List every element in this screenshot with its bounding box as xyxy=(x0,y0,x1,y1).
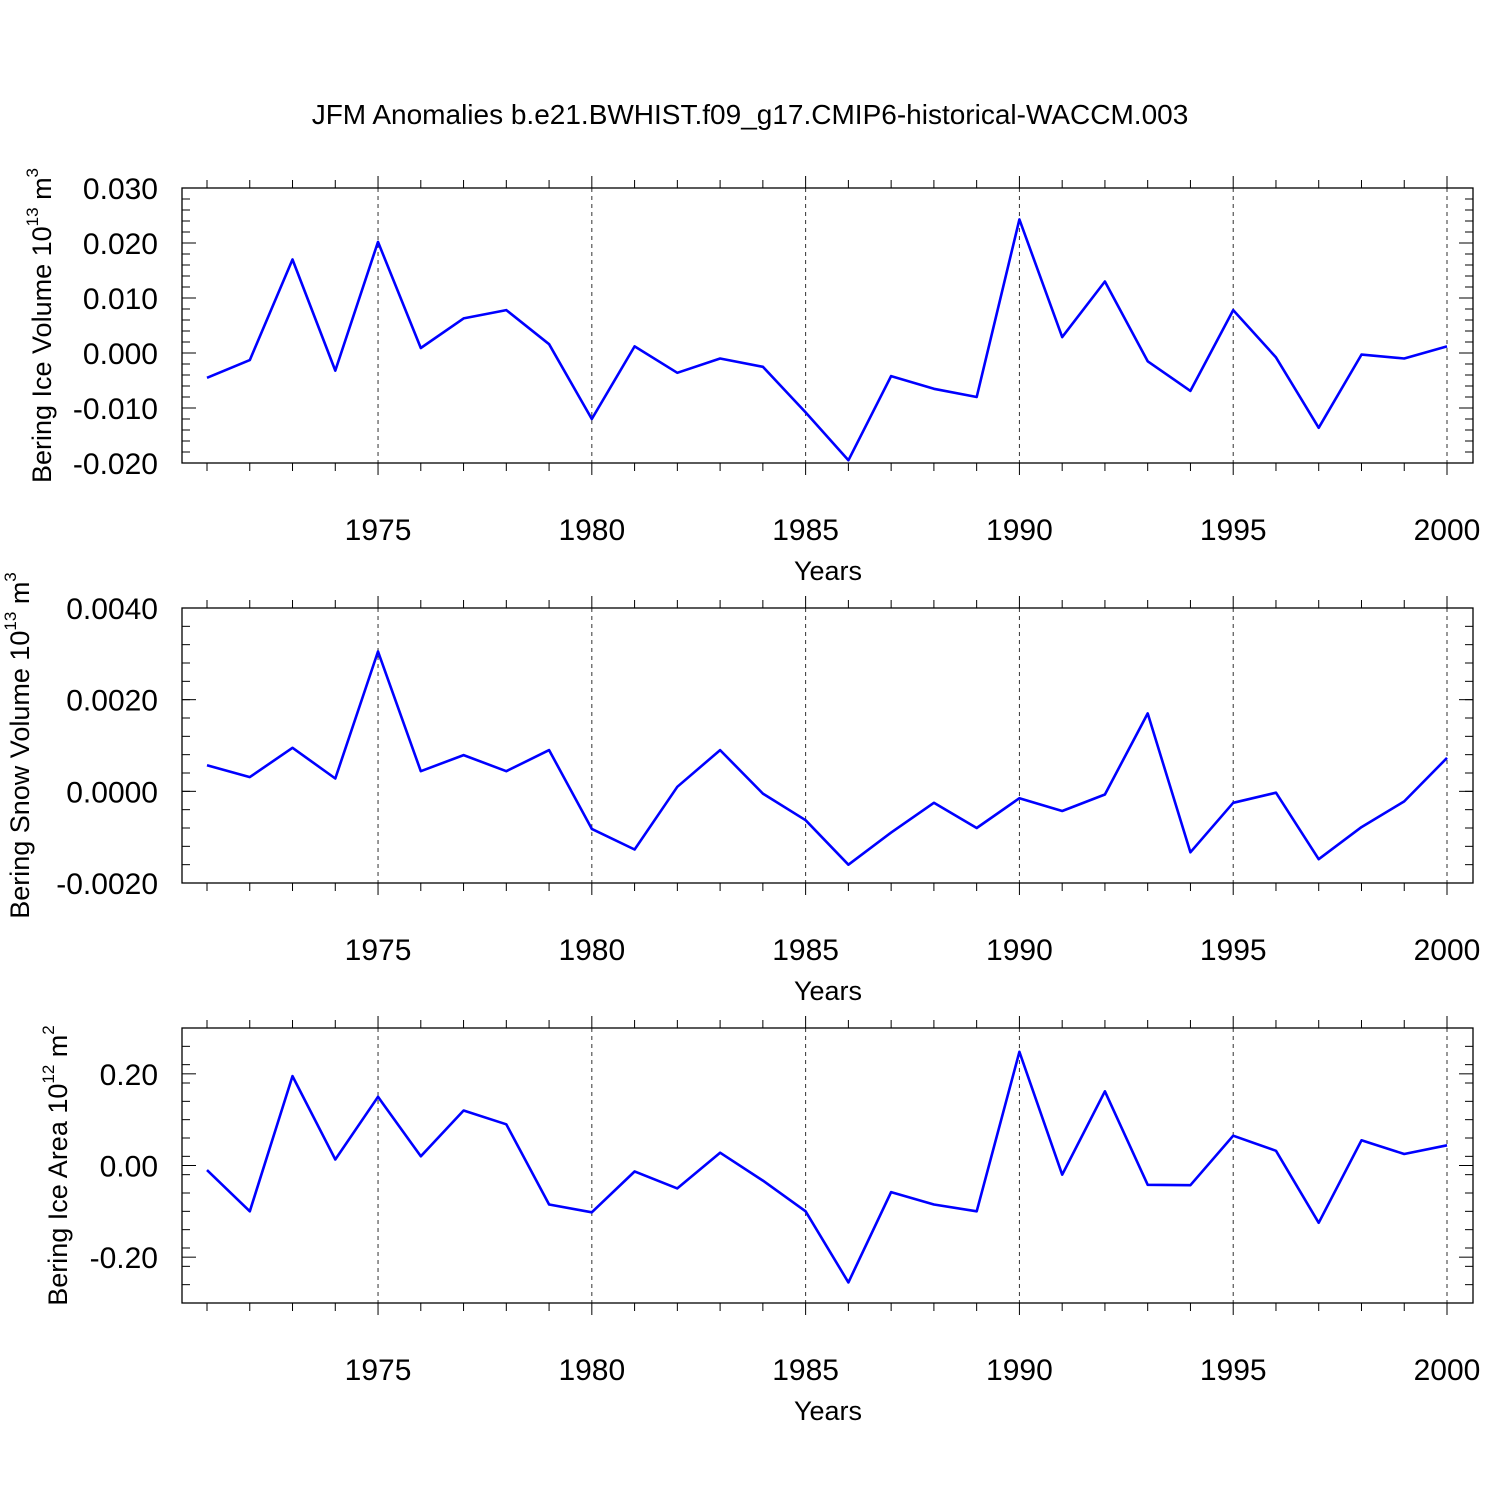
y-tick-label: 0.000 xyxy=(83,338,158,371)
y-tick-label: 0.0020 xyxy=(66,685,158,718)
plot-frame xyxy=(181,187,1474,464)
y-tick-label: 0.00 xyxy=(100,1151,158,1184)
y-tick-label: -0.010 xyxy=(73,393,158,426)
y-tick-label: -0.0020 xyxy=(56,868,158,901)
x-axis-title: Years xyxy=(794,976,862,1006)
panels: 1975 1980 1985 1990 1995 2000 Years -0.020 -0.01… xyxy=(1,168,1480,1426)
y-tick-label: -0.20 xyxy=(90,1242,158,1275)
panel-2: 1975 1980 1985 1990 1995 2000 Years -0.0020 0.00… xyxy=(1,572,1480,1006)
y-axis-title: Bering Ice Area 1012 m2 xyxy=(39,1025,73,1306)
x-tick-label: 1990 xyxy=(986,1354,1053,1387)
x-tick-label: 1990 xyxy=(986,514,1053,547)
x-tick-label: 2000 xyxy=(1414,1354,1481,1387)
series-line xyxy=(206,218,1448,462)
x-tick-label: 1975 xyxy=(345,1354,412,1387)
x-tick-label: 1990 xyxy=(986,934,1053,967)
x-tick-label: 1975 xyxy=(345,514,412,547)
x-tick-label: 1985 xyxy=(772,934,839,967)
y-tick-label: 0.010 xyxy=(83,283,158,316)
series-line xyxy=(206,650,1448,867)
x-tick-label: 1975 xyxy=(345,934,412,967)
y-axis-title: Bering Ice Volume 1013 m3 xyxy=(23,168,57,483)
y-tick-label: 0.020 xyxy=(83,228,158,261)
y-axis-title: Bering Snow Volume 1013 m3 xyxy=(1,572,35,919)
x-axis-title: Years xyxy=(794,556,862,586)
x-tick-label: 1980 xyxy=(558,1354,625,1387)
y-tick-label: -0.020 xyxy=(73,448,158,481)
x-tick-label: 1980 xyxy=(558,514,625,547)
series-line xyxy=(206,1050,1448,1284)
y-tick-label: 0.0000 xyxy=(66,776,158,809)
x-tick-label: 1985 xyxy=(772,514,839,547)
x-axis-title: Years xyxy=(794,1396,862,1426)
x-tick-label: 1985 xyxy=(772,1354,839,1387)
plot-frame xyxy=(181,607,1474,884)
plot-frame xyxy=(181,1027,1474,1304)
panel-1: 1975 1980 1985 1990 1995 2000 Years -0.020 -0.01… xyxy=(23,168,1480,586)
x-tick-label: 1995 xyxy=(1200,934,1267,967)
y-tick-label: 0.20 xyxy=(100,1059,158,1092)
figure-title: JFM Anomalies b.e21.BWHIST.f09_g17.CMIP6… xyxy=(312,99,1189,130)
y-tick-label: 0.0040 xyxy=(66,593,158,626)
x-tick-label: 2000 xyxy=(1414,934,1481,967)
x-tick-label: 1980 xyxy=(558,934,625,967)
y-tick-label: 0.030 xyxy=(83,173,158,206)
x-tick-label: 1995 xyxy=(1200,1354,1267,1387)
panel-3: 1975 1980 1985 1990 1995 2000 Years -0.20 0.00 0.… xyxy=(39,1016,1480,1426)
x-tick-label: 1995 xyxy=(1200,514,1267,547)
x-tick-label: 2000 xyxy=(1414,514,1481,547)
